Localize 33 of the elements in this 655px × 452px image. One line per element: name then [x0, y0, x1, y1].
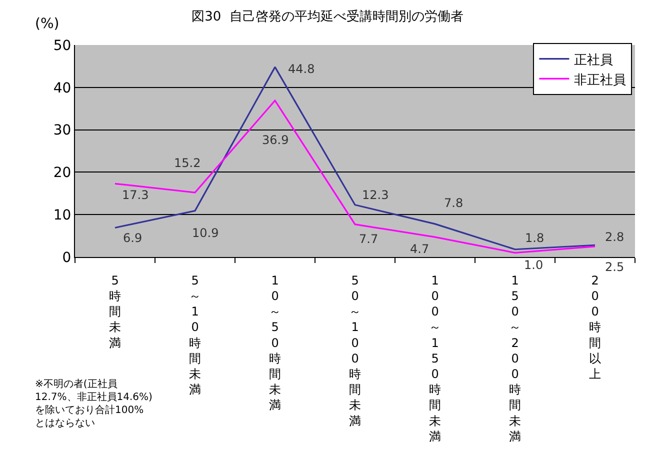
data-label: 7.8 [444, 196, 464, 210]
data-label: 44.8 [288, 62, 315, 76]
data-label: 1.8 [525, 231, 544, 245]
y-tick-label: 0 [62, 250, 72, 266]
line-series [114, 100, 596, 254]
data-label: 1.0 [524, 258, 544, 272]
data-label: 10.9 [192, 226, 219, 240]
category-label: 10～50時間未満 [269, 273, 281, 412]
category-label: 100～150時間未満 [429, 273, 441, 444]
data-label: 2.5 [605, 260, 624, 274]
data-label: 4.7 [410, 242, 430, 256]
y-tick-label: 30 [53, 122, 72, 139]
data-label: 15.2 [174, 156, 201, 170]
x-tick-label: 200時間以上 [589, 273, 601, 381]
data-label: 36.9 [262, 133, 289, 147]
x-tick-label: 5～10時間未満 [189, 273, 201, 397]
y-tick-label: 40 [53, 80, 72, 96]
y-axis-title: (%) [35, 16, 60, 32]
category-label: 50～100時間未満 [349, 273, 361, 428]
data-label: 2.8 [605, 230, 624, 244]
chart-title: 図30 自己啓発の平均延べ受講時間別の労働者 [192, 9, 464, 24]
data-label: 6.9 [123, 231, 142, 245]
data-label: 7.7 [359, 232, 378, 246]
y-tick-label: 10 [53, 208, 72, 224]
legend-label: 非正社員 [574, 72, 626, 88]
y-tick-label: 50 [53, 38, 72, 54]
legend-label: 正社員 [574, 52, 614, 68]
x-tick-label: 5時間未満 [109, 273, 121, 350]
category-label: 150～200時間未満 [509, 273, 521, 444]
y-tick-label: 20 [53, 165, 72, 182]
data-label: 12.3 [362, 188, 389, 202]
text: ※不明の者(正社員12.7%、非正社員14.6%)を除いており合計100%とはならない [35, 378, 153, 429]
data-label: 17.3 [122, 188, 149, 202]
